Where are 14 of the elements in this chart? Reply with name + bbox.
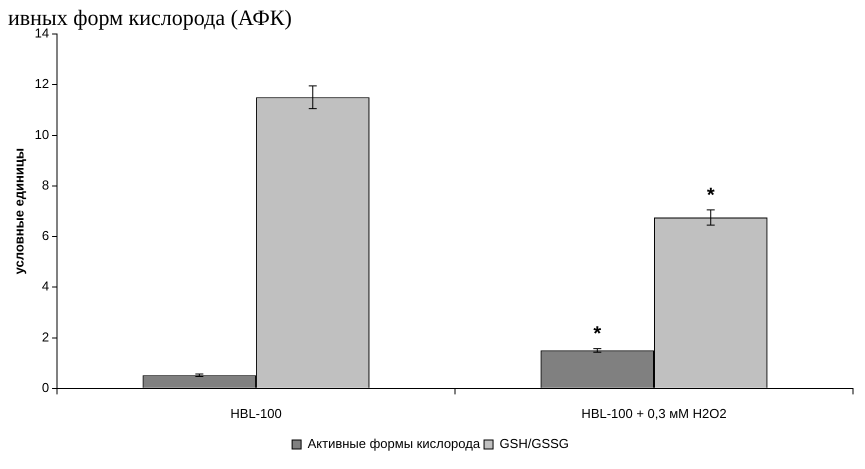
x-tick-label: HBL-100 + 0,3 мМ H2O2 — [581, 406, 727, 421]
y-tick-label: 4 — [42, 278, 50, 294]
annotation: * — [593, 323, 602, 346]
annotation: * — [706, 184, 715, 206]
y-tick-label: 6 — [42, 228, 50, 244]
y-axis-title: условные единицы — [11, 148, 26, 274]
y-tick-label: 8 — [42, 177, 50, 192]
x-tick-label: HBL-100 — [230, 406, 282, 421]
legend-label: Активные формы кислорода — [308, 436, 481, 452]
y-tick-label: 12 — [34, 76, 50, 92]
y-tick-label: 0 — [42, 380, 50, 395]
y-tick-label: 10 — [34, 126, 50, 142]
y-tick-label: 2 — [42, 329, 50, 344]
legend-label: GSH/GSSG — [500, 436, 569, 452]
